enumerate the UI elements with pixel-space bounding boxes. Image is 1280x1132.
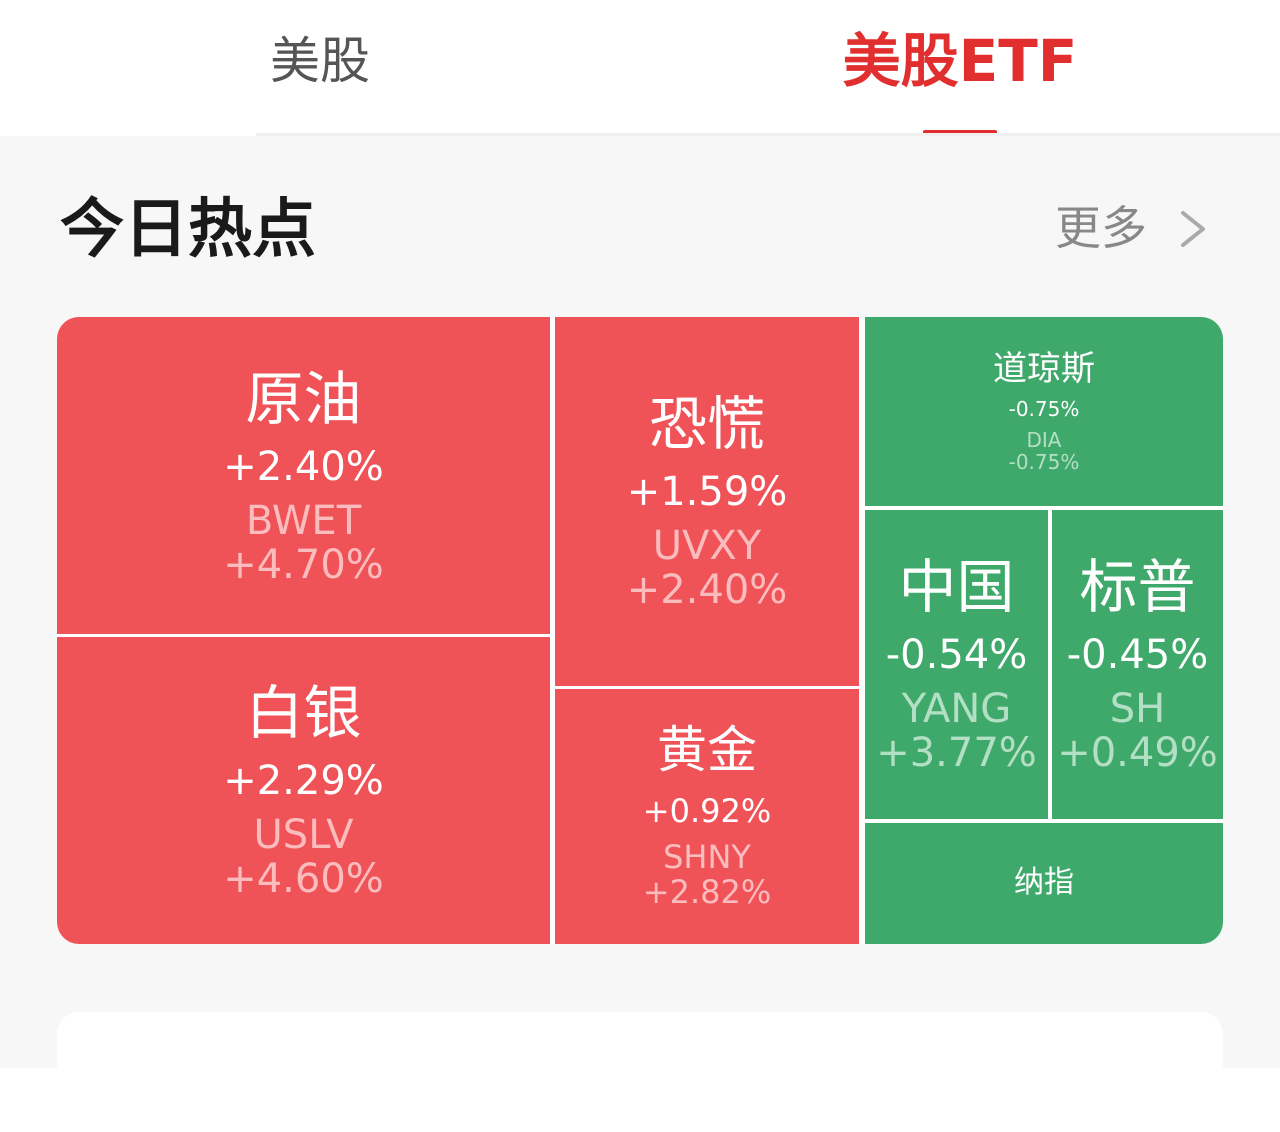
cell-symbol-change: +4.60% [223,855,384,902]
cell-change: +2.40% [223,443,384,490]
cell-symbol-change: +0.49% [1057,729,1218,776]
cell-name: 中国 [898,553,1015,622]
cell-symbol-change: +2.40% [626,566,788,613]
cell-name: 白银 [245,679,362,748]
more-link[interactable]: 更多 [1055,201,1147,255]
cell-name: 黄金 [657,721,757,780]
cell-symbol: BWET [245,497,362,544]
heatmap-cell-panic[interactable]: 恐慌 +1.59% UVXY +2.40% [555,317,859,686]
tab-divider [256,133,1280,136]
chevron-right-icon[interactable] [1175,210,1209,248]
cell-symbol: SH [1109,685,1166,732]
cell-name: 恐慌 [648,390,765,459]
cell-symbol: YANG [901,685,1012,732]
cell-change: -0.54% [885,631,1028,678]
cell-symbol: UVXY [652,522,762,569]
cell-change: +0.92% [642,791,772,830]
tab-bar: 美股 美股ETF [0,0,1280,138]
cell-name: 标普 [1079,553,1196,622]
cell-change: +1.59% [626,468,788,515]
cell-name: 原油 [245,365,362,434]
cell-name: 纳指 [1014,865,1074,901]
cell-change: -0.45% [1066,631,1209,678]
tab-us-stocks[interactable]: 美股 [270,32,370,90]
section-title: 今日热点 [60,193,316,267]
cell-symbol-change: +4.70% [223,541,384,588]
hot-heatmap: 原油 +2.40% BWET +4.70% 白银 +2.29% USLV +4.… [57,317,1223,944]
heatmap-cell-gold[interactable]: 黄金 +0.92% SHNY +2.82% [555,689,859,944]
heatmap-cell-crude-oil[interactable]: 原油 +2.40% BWET +4.70% [57,317,550,634]
heatmap-cell-silver[interactable]: 白银 +2.29% USLV +4.60% [57,637,550,944]
cell-name: 道琼斯 [993,348,1095,389]
heatmap-cell-dow[interactable]: 道琼斯 -0.75% DIA -0.75% [865,317,1223,506]
heatmap-cell-nasdaq[interactable]: 纳指 [865,823,1223,944]
tab-us-etf[interactable]: 美股ETF [842,27,1078,95]
cell-change: +2.29% [223,757,384,804]
cell-symbol: USLV [253,811,354,858]
next-section-card [57,1012,1223,1132]
heatmap-cell-sp500[interactable]: 标普 -0.45% SH +0.49% [1052,510,1223,819]
heatmap-cell-china[interactable]: 中国 -0.54% YANG +3.77% [865,510,1048,819]
cell-symbol: SHNY [663,838,751,877]
cell-symbol: DIA [1026,428,1062,453]
cell-symbol-change: +2.82% [642,873,772,912]
cell-symbol-change: -0.75% [1008,450,1080,475]
cell-symbol-change: +3.77% [876,729,1037,776]
cell-change: -0.75% [1008,397,1080,422]
